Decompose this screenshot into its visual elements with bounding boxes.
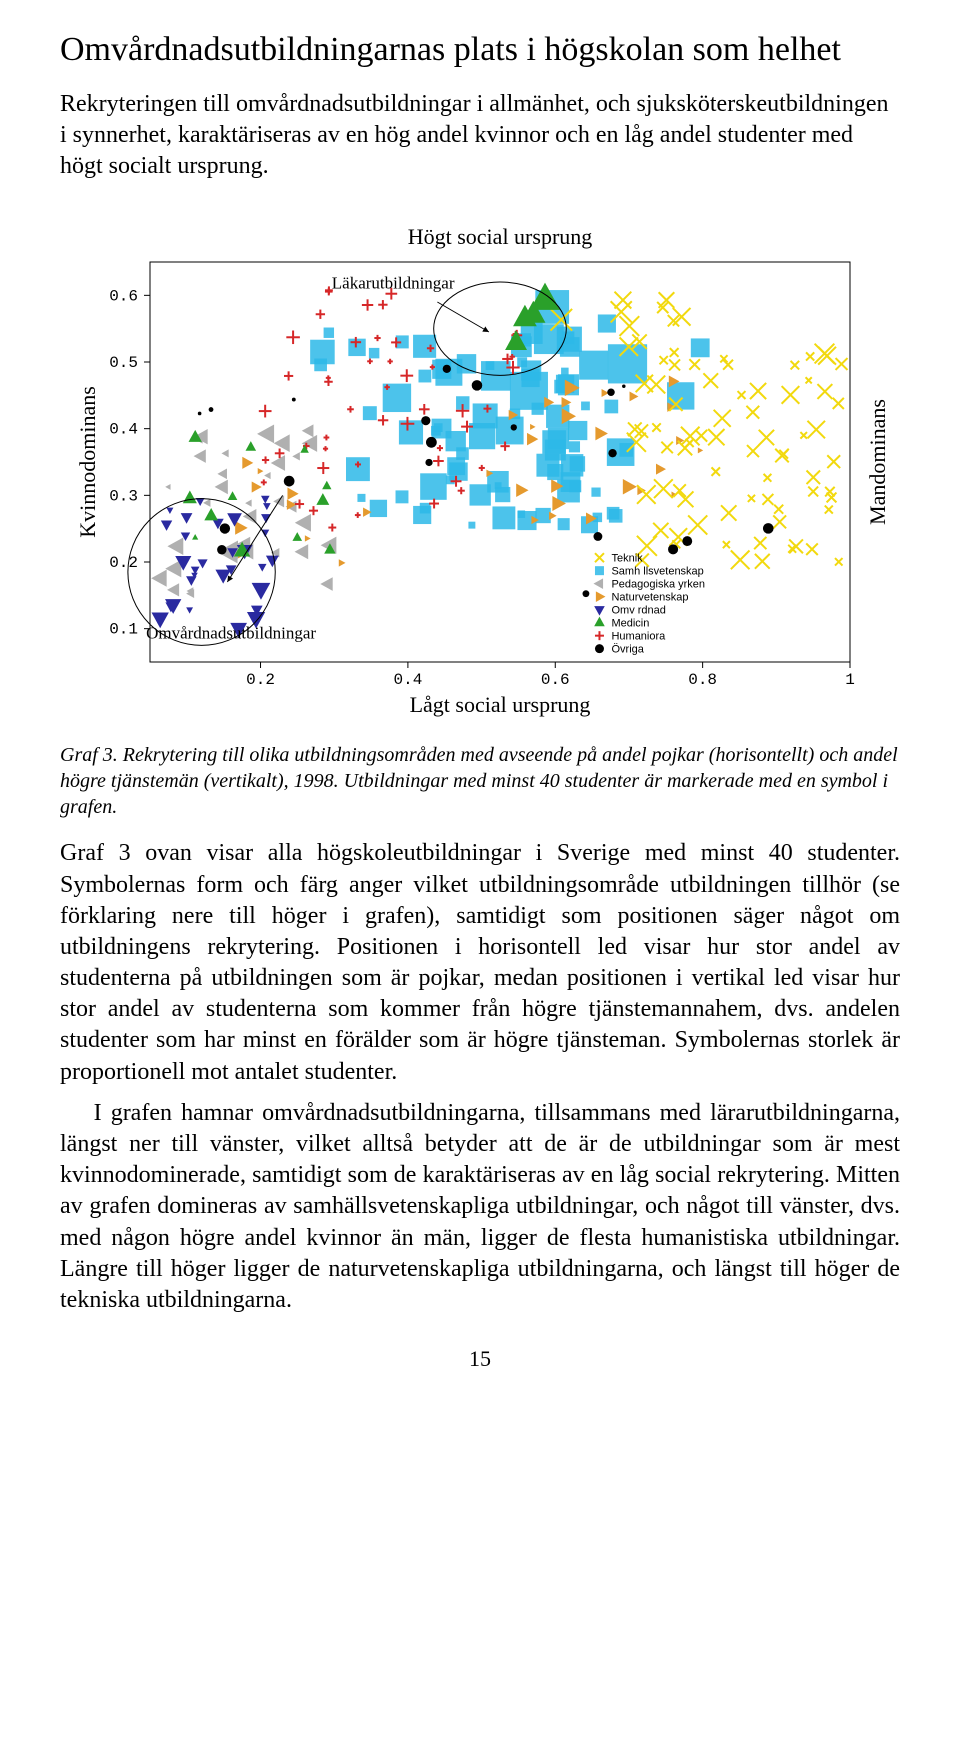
svg-text:0.4: 0.4	[109, 421, 138, 439]
svg-text:Medicin: Medicin	[611, 618, 649, 630]
page-number: 15	[60, 1346, 900, 1372]
svg-text:Pedagogiska yrken: Pedagogiska yrken	[611, 579, 705, 591]
svg-text:0.2: 0.2	[109, 554, 138, 572]
page: Omvårdnadsutbildningarnas plats i högsko…	[0, 0, 960, 1412]
svg-text:0.6: 0.6	[541, 671, 570, 689]
svg-text:0.3: 0.3	[109, 488, 138, 506]
svg-text:Omvårdnadsutbildningar: Omvårdnadsutbildningar	[146, 624, 316, 643]
svg-text:Humaniora: Humaniora	[611, 631, 666, 643]
svg-text:0.5: 0.5	[109, 354, 138, 372]
svg-text:0.8: 0.8	[688, 671, 717, 689]
lead-paragraph: Rekryteringen till omvårdnadsutbildninga…	[60, 89, 900, 183]
svg-text:Läkarutbildningar: Läkarutbildningar	[332, 274, 455, 293]
body-paragraph-1: Graf 3 ovan visar alla högskoleutbildnin…	[60, 838, 900, 1088]
scatter-chart: 0.2 0.4 0.6 0.8 1 0.1 0.2 0.3 0.4 0.5 0.6 Högt soci…	[60, 212, 900, 732]
svg-text:Kvinnodominans: Kvinnodominans	[75, 387, 100, 539]
chart-caption: Graf 3. Rekrytering till olika utbildnin…	[60, 742, 900, 820]
svg-text:Lågt social ursprung: Lågt social ursprung	[410, 692, 591, 717]
svg-text:Mandominans: Mandominans	[865, 399, 890, 525]
svg-text:Högt social ursprung: Högt social ursprung	[408, 224, 593, 249]
svg-text:0.4: 0.4	[393, 671, 422, 689]
body-paragraph-2: I grafen hamnar omvårdnadsutbildningarna…	[60, 1098, 900, 1316]
svg-text:Samh llsvetenskap: Samh llsvetenskap	[611, 566, 703, 578]
chart-container: 0.2 0.4 0.6 0.8 1 0.1 0.2 0.3 0.4 0.5 0.6 Högt soci…	[60, 212, 900, 732]
page-title: Omvårdnadsutbildningarnas plats i högsko…	[60, 30, 900, 71]
svg-text:Naturvetenskap: Naturvetenskap	[611, 592, 688, 604]
svg-text:Övriga: Övriga	[611, 644, 644, 656]
svg-text:Omv rdnad: Omv rdnad	[611, 605, 665, 617]
svg-text:Teknik: Teknik	[611, 553, 643, 565]
svg-text:1: 1	[845, 671, 855, 689]
svg-text:0.6: 0.6	[109, 288, 138, 306]
svg-text:0.2: 0.2	[246, 671, 275, 689]
svg-text:0.1: 0.1	[109, 621, 138, 639]
